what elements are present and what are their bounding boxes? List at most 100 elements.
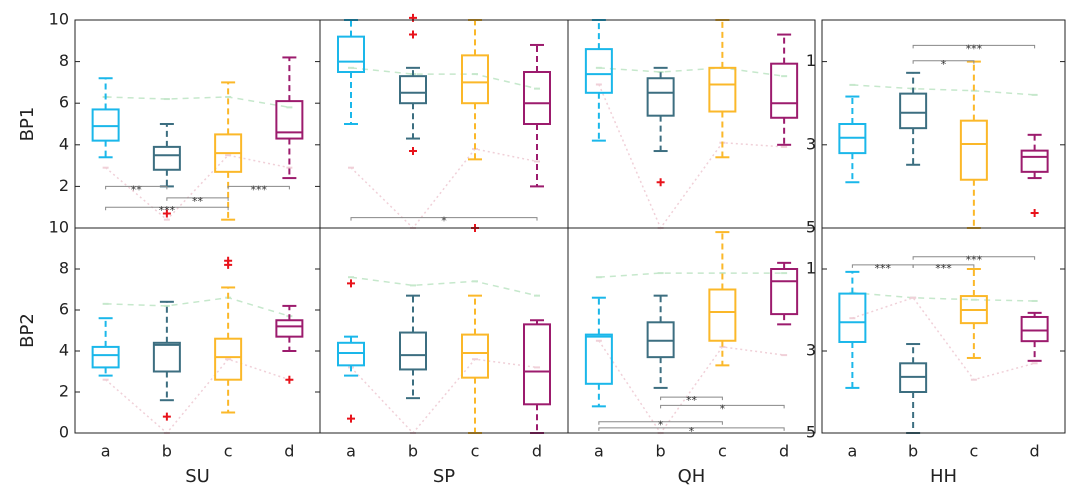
box <box>214 337 243 381</box>
x-axis-label: SP <box>433 466 455 487</box>
y-tick-label: 6 <box>59 93 69 112</box>
min-line <box>350 358 538 435</box>
significance-bracket <box>660 404 785 409</box>
mean-line <box>598 272 785 278</box>
significance-bracket <box>912 60 975 64</box>
y-tick-label: 3 <box>806 134 816 153</box>
mean-line <box>105 296 290 317</box>
x-tick-label: c <box>969 442 978 461</box>
significance-bracket <box>912 256 1036 260</box>
box <box>461 333 489 379</box>
panel-frame <box>319 227 569 434</box>
y-tick-label: 4 <box>59 134 69 153</box>
outlier <box>656 178 665 187</box>
box <box>708 288 737 342</box>
box <box>770 268 799 316</box>
box <box>337 341 365 367</box>
significance-label: ** <box>192 195 204 208</box>
y-tick-label: 2 <box>59 382 69 401</box>
x-tick-label: a <box>847 442 857 461</box>
significance-bracket <box>598 421 723 425</box>
box <box>91 345 120 369</box>
box <box>1020 315 1049 343</box>
y-tick-label: 2 <box>59 176 69 195</box>
min-line <box>105 154 290 221</box>
x-tick-label: b <box>908 442 918 461</box>
panel-frame <box>74 227 321 434</box>
x-axis-label: HH <box>930 466 957 487</box>
y-tick-label: 4 <box>59 341 69 360</box>
y-tick-label: 5 <box>806 218 816 237</box>
significance-bracket <box>598 427 785 431</box>
box <box>584 333 613 385</box>
significance-bracket <box>660 396 723 401</box>
box <box>1020 149 1049 173</box>
y-tick-label: 8 <box>59 259 69 278</box>
min-line <box>105 358 290 435</box>
y-tick-label: 8 <box>59 51 69 70</box>
significance-bracket <box>912 264 975 268</box>
min-line <box>598 340 785 435</box>
box <box>337 35 365 73</box>
min-line <box>350 148 538 230</box>
outlier <box>162 209 171 218</box>
outlier <box>409 13 417 22</box>
significance-bracket <box>105 185 168 190</box>
x-tick-label: c <box>718 442 727 461</box>
box <box>523 323 551 406</box>
significance-bracket <box>350 217 538 221</box>
box <box>461 54 489 105</box>
box <box>838 292 867 343</box>
box <box>646 321 675 359</box>
x-tick-label: b <box>656 442 666 461</box>
y-tick-label: 10 <box>49 218 69 237</box>
significance-label: *** <box>966 42 983 55</box>
outlier <box>409 30 417 39</box>
x-tick-label: a <box>346 442 356 461</box>
y-tick-label: 1 <box>806 51 816 70</box>
significance-bracket <box>227 185 290 190</box>
significance-label: *** <box>875 262 892 275</box>
significance-label: * <box>658 419 664 432</box>
x-tick-label: b <box>408 442 418 461</box>
box <box>646 77 675 117</box>
y-tick-label: 6 <box>59 300 69 319</box>
y-tick-label: 10 <box>49 10 69 29</box>
y-tick-label: 0 <box>59 423 69 442</box>
box <box>152 145 181 171</box>
significance-label: * <box>941 58 947 71</box>
box <box>770 62 799 119</box>
outlier <box>285 375 294 384</box>
significance-bracket <box>912 44 1036 49</box>
x-axis-label: QH <box>678 466 706 487</box>
significance-label: *** <box>251 183 268 196</box>
box <box>399 331 427 371</box>
panel-frame <box>821 227 1066 434</box>
panel-frame <box>567 19 816 229</box>
significance-label: *** <box>935 262 952 275</box>
x-tick-label: a <box>594 442 604 461</box>
y-tick-label: 3 <box>806 341 816 360</box>
x-tick-label: d <box>284 442 294 461</box>
x-tick-label: a <box>101 442 111 461</box>
box <box>91 108 120 142</box>
outlier <box>347 414 355 423</box>
mean-line <box>350 67 538 90</box>
x-tick-label: d <box>1030 442 1040 461</box>
box <box>899 92 928 130</box>
outlier <box>347 279 355 288</box>
min-line <box>598 84 785 230</box>
significance-bracket <box>105 206 229 211</box>
box <box>152 341 181 373</box>
mean-line <box>105 96 290 109</box>
min-line <box>852 296 1035 381</box>
x-axis-label: SU <box>185 466 210 487</box>
box <box>399 75 427 105</box>
significance-label: *** <box>966 254 983 267</box>
outlier <box>409 147 417 156</box>
box <box>708 66 737 113</box>
significance-label: * <box>441 215 447 228</box>
x-tick-label: c <box>471 442 480 461</box>
outlier <box>224 260 233 269</box>
